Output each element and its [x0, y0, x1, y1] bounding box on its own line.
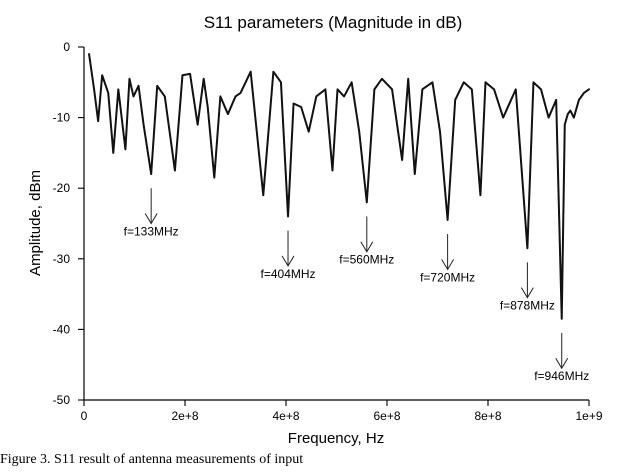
annotation-arrow-head-0 — [144, 213, 158, 225]
x-tick-label-5: 1e+9 — [575, 409, 602, 423]
x-axis-ticks: 0 2e+8 4e+8 6e+8 8e+8 1e+9 — [81, 400, 603, 423]
chart-title: S11 parameters (Magnitude in dB) — [204, 13, 463, 32]
x-tick-label-1: 2e+8 — [171, 409, 198, 423]
annotation-arrow-head-4 — [520, 287, 534, 299]
y-tick-label-3: -30 — [53, 252, 71, 266]
annotation-arrow-head-2 — [360, 241, 374, 253]
y-axis-title: Amplitude, dBm — [27, 170, 44, 276]
annotation-label-5: f=946MHz — [534, 369, 589, 383]
y-tick-label-4: -40 — [53, 322, 71, 336]
annotation-label-1: f=404MHz — [261, 267, 316, 281]
series-line-s11 — [88, 53, 590, 320]
annotation-label-4: f=878MHz — [500, 299, 555, 313]
x-tick-label-4: 8e+8 — [474, 409, 501, 423]
y-tick-label-0: 0 — [63, 40, 70, 54]
annotation-label-2: f=560MHz — [339, 253, 394, 267]
annotation-arrow-head-1 — [281, 255, 295, 267]
annotation-arrow-head-5 — [555, 357, 569, 370]
y-tick-label-1: -10 — [53, 111, 71, 125]
annotation-arrow-head-3 — [441, 259, 455, 271]
y-tick-label-5: -50 — [53, 393, 71, 407]
annotation-label-3: f=720MHz — [420, 270, 475, 284]
y-axis-ticks: 0 -10 -20 -30 -40 -50 — [53, 40, 84, 407]
x-tick-label-3: 6e+8 — [373, 409, 400, 423]
annotation-group: f=133MHz f=404MHz f=560MHz f=720MHz f=878MHz… — [124, 188, 589, 383]
x-axis-title: Frequency, Hz — [288, 430, 384, 447]
y-tick-label-2: -20 — [53, 181, 71, 195]
x-tick-label-0: 0 — [81, 409, 88, 423]
x-tick-label-2: 4e+8 — [272, 409, 299, 423]
annotation-label-0: f=133MHz — [124, 225, 179, 239]
figure-caption: Figure 3. S11 result of antenna measurem… — [0, 452, 304, 467]
